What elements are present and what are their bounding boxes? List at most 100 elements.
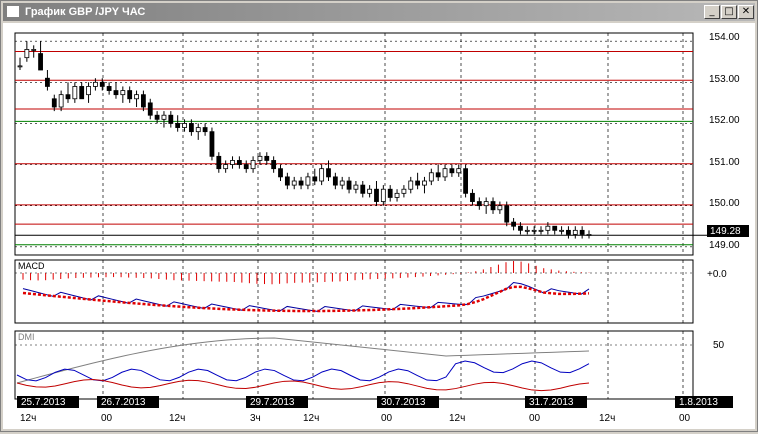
title-bar[interactable]: График GBP /JPY ЧАС _ □ ✕ (3, 3, 755, 21)
price-tick-label: 152.00 (709, 115, 740, 126)
candle-body (141, 95, 145, 107)
price-tick-label: 153.00 (709, 74, 740, 85)
candle-body (176, 123, 180, 127)
candle-body (231, 160, 235, 164)
candle-body (354, 185, 358, 189)
candle-body (347, 181, 351, 189)
chart-svg: 154.00 153.00 152.00 151.00 150.00 149.0… (3, 23, 755, 429)
candle-body (121, 91, 125, 95)
candle-body (285, 177, 289, 185)
candle-body (539, 230, 543, 231)
hour-label: 12ч (303, 413, 319, 424)
candle-body (210, 132, 214, 157)
close-button[interactable]: ✕ (738, 5, 754, 19)
candle-body (518, 226, 522, 230)
chart-area[interactable]: 154.00 153.00 152.00 151.00 150.00 149.0… (3, 23, 755, 429)
hour-label: 12ч (599, 413, 615, 424)
candle-body (512, 222, 516, 226)
candle-body (25, 49, 29, 57)
price-tick-label: 150.00 (709, 198, 740, 209)
price-axis: 154.00 153.00 152.00 151.00 150.00 149.0… (709, 32, 740, 251)
candle-body (443, 169, 447, 177)
candle-body (546, 226, 550, 230)
hour-label: 12ч (20, 413, 36, 424)
candle-body (395, 193, 399, 197)
candle-body (340, 181, 344, 185)
dmi-level-label: 50 (713, 340, 725, 351)
candle-body (224, 165, 228, 169)
dmi-panel[interactable] (15, 331, 693, 399)
hour-label: 12ч (169, 413, 185, 424)
candle-body (114, 91, 118, 95)
candle-body (422, 181, 426, 185)
candle-body (183, 123, 187, 127)
candle-body (189, 123, 193, 131)
minimize-button[interactable]: _ (704, 5, 720, 19)
candle-body (196, 128, 200, 132)
candle-body (580, 230, 584, 234)
candle-body (87, 86, 91, 94)
date-label: 29.7.2013 (250, 397, 295, 408)
dmi-label: DMI (18, 332, 35, 342)
candle-body (416, 181, 420, 185)
time-axis: 25.7.2013 26.7.2013 29.7.2013 30.7.2013 … (17, 396, 733, 424)
macd-panel[interactable] (15, 260, 693, 323)
candle-body (573, 230, 577, 234)
candle-body (66, 95, 70, 99)
candle-body (258, 156, 262, 160)
candle-body (498, 206, 502, 210)
date-label: 25.7.2013 (21, 397, 66, 408)
candle-body (45, 78, 49, 86)
current-price-label: 149.28 (710, 226, 741, 237)
candle-body (203, 128, 207, 132)
candle-body (409, 181, 413, 189)
candle-body (32, 49, 36, 50)
candle-body (128, 91, 132, 99)
candle-body (272, 160, 276, 168)
candle-body (532, 230, 536, 231)
candle-body (333, 177, 337, 185)
candle-body (381, 189, 385, 201)
date-label: 26.7.2013 (101, 397, 146, 408)
candle-body (93, 82, 97, 86)
candle-body (326, 169, 330, 177)
hour-label: 3ч (250, 413, 261, 424)
candle-body (107, 86, 111, 90)
price-tick-label: 154.00 (709, 32, 740, 43)
candle-body (464, 169, 468, 194)
candle-body (306, 177, 310, 185)
candle-body (436, 173, 440, 177)
candle-body (162, 115, 166, 119)
date-label: 30.7.2013 (381, 397, 426, 408)
candle-body (59, 95, 63, 107)
candle-body (587, 234, 591, 235)
candle-body (80, 86, 84, 98)
candle-body (374, 189, 378, 201)
macd-label: MACD (18, 261, 45, 271)
candle-body (265, 156, 269, 160)
candle-body (155, 115, 159, 119)
candle-body (237, 160, 241, 164)
candle-body (402, 189, 406, 193)
candle-body (457, 169, 461, 173)
candle-body (299, 181, 303, 185)
candle-body (244, 165, 248, 169)
price-panel[interactable] (15, 33, 693, 255)
candle-body (313, 177, 317, 181)
candle-body (484, 202, 488, 206)
candle-body (279, 169, 283, 177)
candle-body (525, 230, 529, 231)
candle-body (553, 226, 557, 230)
hour-label: 00 (679, 413, 691, 424)
hour-label: 00 (381, 413, 393, 424)
candle-body (251, 160, 255, 168)
candle-body (169, 115, 173, 123)
candle-body (292, 181, 296, 185)
hour-label: 12ч (449, 413, 465, 424)
maximize-button[interactable]: □ (721, 5, 737, 19)
candle-body (560, 230, 564, 231)
chart-window-icon (6, 5, 20, 18)
candle-body (148, 103, 152, 115)
date-label: 31.7.2013 (529, 397, 574, 408)
candle-body (52, 99, 56, 107)
